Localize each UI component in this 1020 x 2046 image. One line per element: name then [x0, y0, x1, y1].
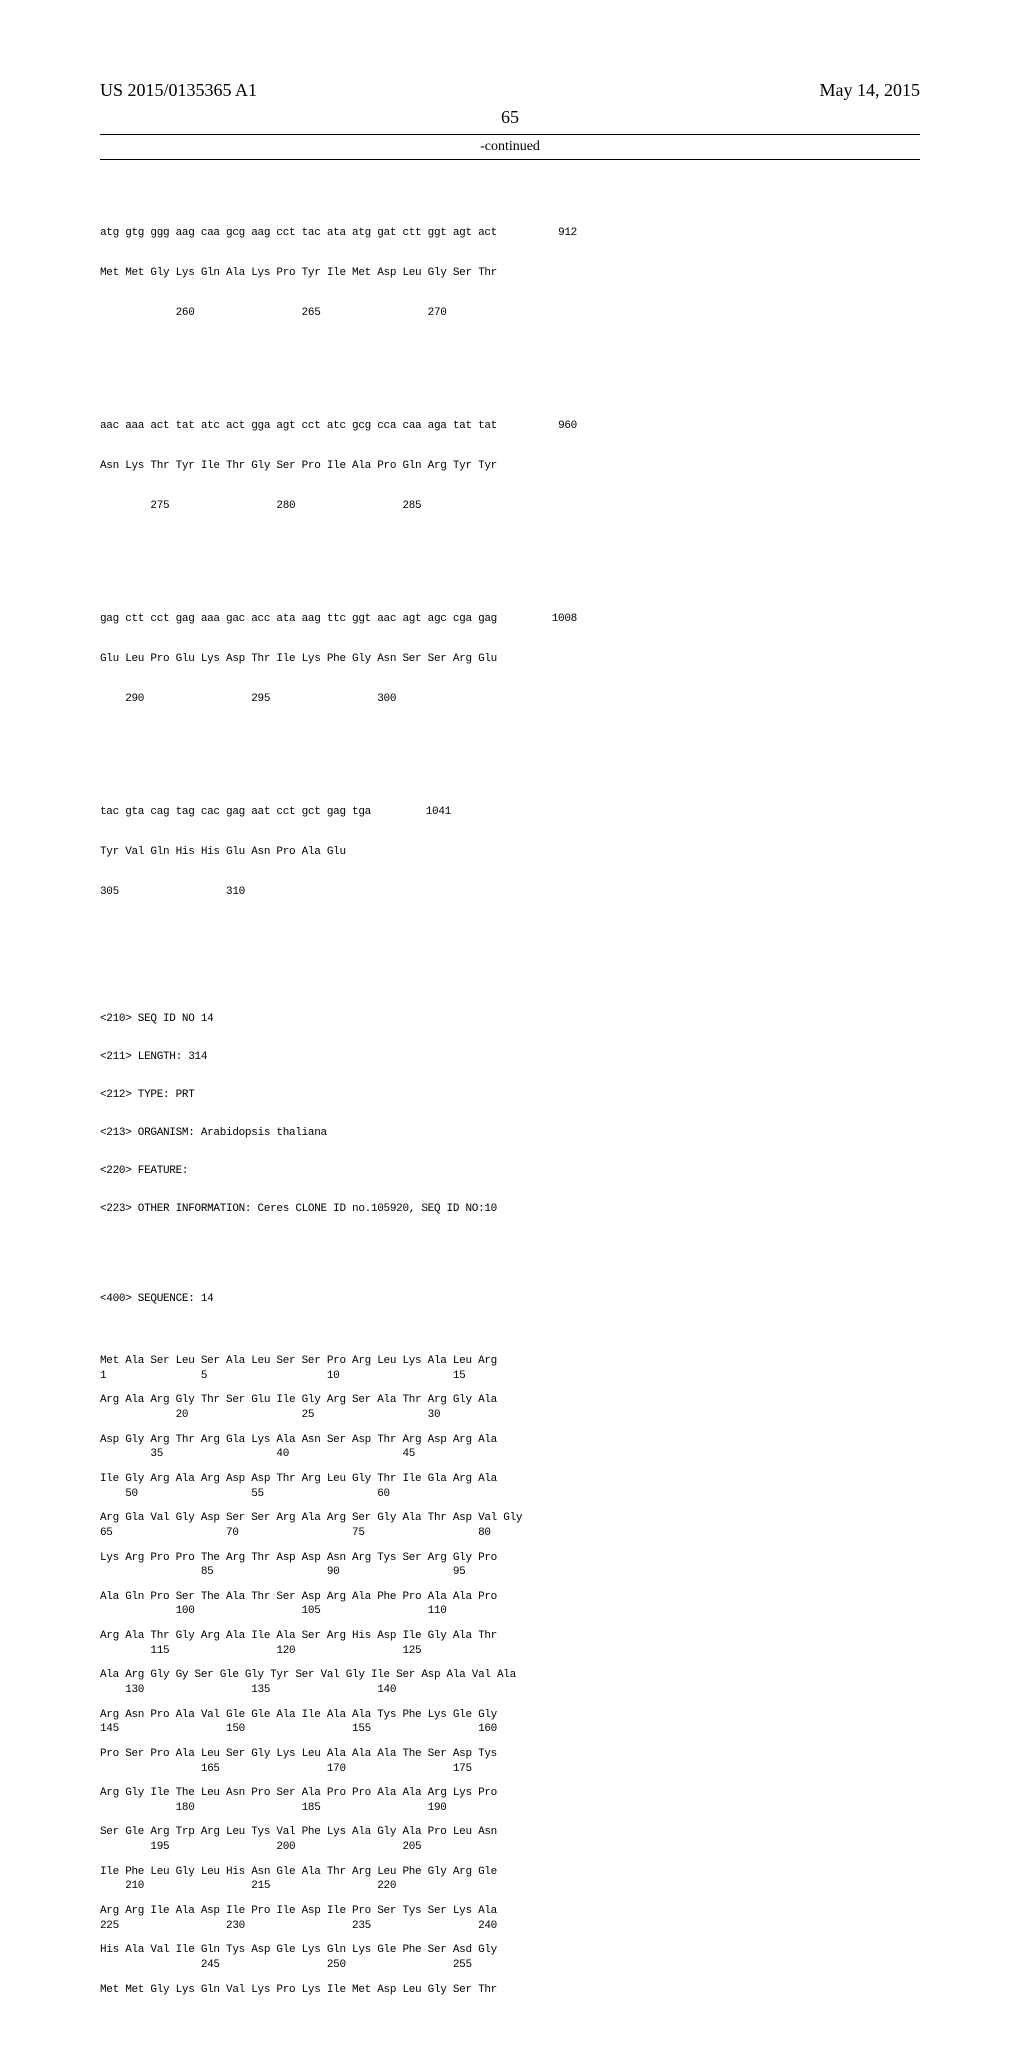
- meta-line: <223> OTHER INFORMATION: Ceres CLONE ID …: [100, 1203, 920, 1216]
- codon-row: tac gta cag tag cac gag aat cct gct gag …: [100, 806, 371, 818]
- aa-row: Ala Arg Gly Gy Ser Gle Gly Tyr Ser Val G…: [100, 1669, 920, 1682]
- aa-row: Met Met Gly Lys Gln Ala Lys Pro Tyr Ile …: [100, 267, 920, 280]
- position-row: 35 40 45: [100, 1448, 920, 1461]
- second-rule: [100, 159, 920, 160]
- position-row: 245 250 255: [100, 1959, 920, 1972]
- dna-block: atg gtg ggg aag caa gcg aag cct tac ata …: [100, 202, 920, 345]
- page-container: US 2015/0135365 A1 May 14, 2015 65 -cont…: [0, 0, 1020, 1320]
- position-row: 195 200 205: [100, 1841, 920, 1854]
- aa-row: Arg Gla Val Gly Asp Ser Ser Arg Ala Arg …: [100, 1512, 920, 1525]
- aa-block: Pro Ser Pro Ala Leu Ser Gly Lys Leu Ala …: [100, 1748, 920, 1775]
- dna-block: tac gta cag tag cac gag aat cct gct gag …: [100, 781, 920, 924]
- aa-row: Arg Ala Arg Gly Thr Ser Glu Ile Gly Arg …: [100, 1394, 920, 1407]
- aa-block: Arg Gly Ile The Leu Asn Pro Ser Ala Pro …: [100, 1787, 920, 1814]
- meta-line: <211> LENGTH: 314: [100, 1051, 920, 1064]
- aa-row: Glu Leu Pro Glu Lys Asp Thr Ile Lys Phe …: [100, 653, 920, 666]
- end-pos: 1041: [391, 806, 451, 819]
- position-row: 85 90 95: [100, 1566, 920, 1579]
- aa-row: Met Met Gly Lys Gln Val Lys Pro Lys Ile …: [100, 1984, 920, 1997]
- continued-label: -continued: [100, 139, 920, 155]
- codon-row: atg gtg ggg aag caa gcg aag cct tac ata …: [100, 227, 497, 239]
- aa-row: Pro Ser Pro Ala Leu Ser Gly Lys Leu Ala …: [100, 1748, 920, 1761]
- aa-row: His Ala Val Ile Gln Tys Asp Gle Lys Gln …: [100, 1944, 920, 1957]
- top-rule: [100, 134, 920, 135]
- aa-row: Met Ala Ser Leu Ser Ala Leu Ser Ser Pro …: [100, 1355, 920, 1368]
- page-number: 65: [100, 107, 920, 128]
- position-row: 50 55 60: [100, 1488, 920, 1501]
- position-row: 290 295 300: [100, 693, 920, 706]
- publication-date: May 14, 2015: [820, 80, 921, 101]
- aa-block: Ile Phe Leu Gly Leu His Asn Gle Ala Thr …: [100, 1866, 920, 1893]
- aa-row: Ala Gln Pro Ser The Ala Thr Ser Asp Arg …: [100, 1591, 920, 1604]
- sequence-metadata: <210> SEQ ID NO 14 <211> LENGTH: 314 <21…: [100, 988, 920, 1241]
- aa-row: Arg Arg Ile Ala Asp Ile Pro Ile Asp Ile …: [100, 1905, 920, 1918]
- position-row: 225 230 235 240: [100, 1920, 920, 1933]
- dna-block: aac aaa act tat atc act gga agt cct atc …: [100, 395, 920, 538]
- aa-block: His Ala Val Ile Gln Tys Asp Gle Lys Gln …: [100, 1944, 920, 1971]
- position-row: 165 170 175: [100, 1763, 920, 1776]
- patent-id: US 2015/0135365 A1: [100, 80, 257, 101]
- aa-row: Asp Gly Arg Thr Arg Gla Lys Ala Asn Ser …: [100, 1434, 920, 1447]
- position-row: 305 310: [100, 886, 920, 899]
- aa-block: Met Met Gly Lys Gln Val Lys Pro Lys Ile …: [100, 1984, 920, 1997]
- end-pos: 960: [517, 420, 577, 433]
- position-row: 260 265 270: [100, 307, 920, 320]
- position-row: 130 135 140: [100, 1684, 920, 1697]
- position-row: 100 105 110: [100, 1605, 920, 1618]
- aa-block: Asp Gly Arg Thr Arg Gla Lys Ala Asn Ser …: [100, 1434, 920, 1461]
- aa-block: Arg Ala Arg Gly Thr Ser Glu Ile Gly Arg …: [100, 1394, 920, 1421]
- aa-row: Ser Gle Arg Trp Arg Leu Tys Val Phe Lys …: [100, 1826, 920, 1839]
- meta-line: <213> ORGANISM: Arabidopsis thaliana: [100, 1127, 920, 1140]
- aa-block: Ser Gle Arg Trp Arg Leu Tys Val Phe Lys …: [100, 1826, 920, 1853]
- page-header: US 2015/0135365 A1 May 14, 2015: [100, 80, 920, 101]
- codon-row: gag ctt cct gag aaa gac acc ata aag ttc …: [100, 613, 497, 625]
- aa-block: Ile Gly Arg Ala Arg Asp Asp Thr Arg Leu …: [100, 1473, 920, 1500]
- aa-row: Arg Gly Ile The Leu Asn Pro Ser Ala Pro …: [100, 1787, 920, 1800]
- aa-block: Arg Gla Val Gly Asp Ser Ser Arg Ala Arg …: [100, 1512, 920, 1539]
- aa-block: Met Ala Ser Leu Ser Ala Leu Ser Ser Pro …: [100, 1355, 920, 1382]
- aa-block: Arg Ala Thr Gly Arg Ala Ile Ala Ser Arg …: [100, 1630, 920, 1657]
- aa-block: Arg Asn Pro Ala Val Gle Gle Ala Ile Ala …: [100, 1709, 920, 1736]
- meta-line: <210> SEQ ID NO 14: [100, 1013, 920, 1026]
- aa-row: Arg Ala Thr Gly Arg Ala Ile Ala Ser Arg …: [100, 1630, 920, 1643]
- aa-row: Tyr Val Gln His His Glu Asn Pro Ala Glu: [100, 846, 920, 859]
- position-row: 275 280 285: [100, 500, 920, 513]
- dna-block: gag ctt cct gag aaa gac acc ata aag ttc …: [100, 588, 920, 731]
- aa-sequence-container: Met Ala Ser Leu Ser Ala Leu Ser Ser Pro …: [100, 1355, 920, 1996]
- aa-block: Ala Arg Gly Gy Ser Gle Gly Tyr Ser Val G…: [100, 1669, 920, 1696]
- aa-block: Arg Arg Ile Ala Asp Ile Pro Ile Asp Ile …: [100, 1905, 920, 1932]
- aa-row: Arg Asn Pro Ala Val Gle Gle Ala Ile Ala …: [100, 1709, 920, 1722]
- position-row: 145 150 155 160: [100, 1723, 920, 1736]
- meta-line: <212> TYPE: PRT: [100, 1089, 920, 1102]
- position-row: 65 70 75 80: [100, 1527, 920, 1540]
- end-pos: 1008: [517, 613, 577, 626]
- sequence-label: <400> SEQUENCE: 14: [100, 1293, 920, 1306]
- position-row: 20 25 30: [100, 1409, 920, 1422]
- position-row: 1 5 10 15: [100, 1370, 920, 1383]
- aa-block: Ala Gln Pro Ser The Ala Thr Ser Asp Arg …: [100, 1591, 920, 1618]
- end-pos: 912: [517, 227, 577, 240]
- aa-block: Lys Arg Pro Pro The Arg Thr Asp Asp Asn …: [100, 1552, 920, 1579]
- position-row: 210 215 220: [100, 1880, 920, 1893]
- meta-line: <220> FEATURE:: [100, 1165, 920, 1178]
- codon-row: aac aaa act tat atc act gga agt cct atc …: [100, 420, 497, 432]
- aa-row: Asn Lys Thr Tyr Ile Thr Gly Ser Pro Ile …: [100, 460, 920, 473]
- aa-row: Ile Phe Leu Gly Leu His Asn Gle Ala Thr …: [100, 1866, 920, 1879]
- aa-row: Lys Arg Pro Pro The Arg Thr Asp Asp Asn …: [100, 1552, 920, 1565]
- aa-row: Ile Gly Arg Ala Arg Asp Asp Thr Arg Leu …: [100, 1473, 920, 1486]
- position-row: 180 185 190: [100, 1802, 920, 1815]
- position-row: 115 120 125: [100, 1645, 920, 1658]
- sequence-body: atg gtg ggg aag caa gcg aag cct tac ata …: [100, 164, 920, 2046]
